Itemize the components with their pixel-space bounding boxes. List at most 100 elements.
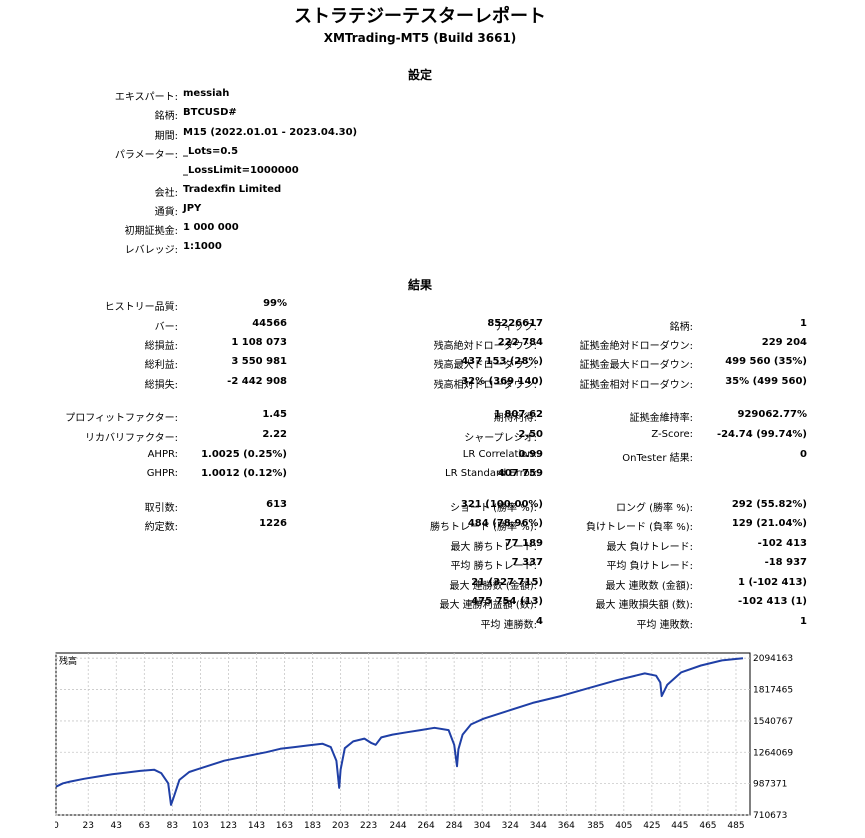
result-label: 最大 連勝利益額 (数): bbox=[439, 600, 537, 611]
settings-row: 初期証拠金: 1 000 000 bbox=[0, 222, 865, 238]
result-label: 最大 勝ちトレード: bbox=[450, 542, 537, 553]
y-tick-label: 987371 bbox=[753, 780, 787, 790]
x-tick-label: 0 bbox=[55, 821, 59, 831]
result-label: 最大 連敗数 (金額): bbox=[605, 581, 693, 592]
result-label: AHPR: bbox=[147, 449, 178, 460]
x-tick-label: 63 bbox=[139, 821, 150, 831]
result-label: 期待利得: bbox=[493, 413, 537, 424]
result-value: -24.74 (99.74%) bbox=[716, 429, 807, 440]
result-label: 残高最大ドローダウン: bbox=[433, 360, 537, 371]
settings-value: 1:1000 bbox=[183, 241, 222, 252]
balance-chart: 2094163 1817465 1540767 1264069 987371 710673… bbox=[53, 652, 849, 832]
result-label: ロング (勝率 %): bbox=[615, 503, 693, 514]
settings-row: レバレッジ: 1:1000 bbox=[0, 241, 865, 257]
x-tick-label: 43 bbox=[111, 821, 122, 831]
results-row: AHPR: 1.0025 (0.25%) LR Correlation: 0.99 On… bbox=[0, 449, 865, 465]
result-label: 負けトレード (負率 %): bbox=[585, 522, 693, 533]
chart-title: 残高 bbox=[59, 655, 77, 667]
result-label: 総損失: bbox=[144, 380, 178, 391]
result-value: 929062.77% bbox=[737, 409, 807, 420]
settings-row: 期間: M15 (2022.01.01 - 2023.04.30) bbox=[0, 127, 865, 143]
x-tick-label: 304 bbox=[474, 821, 491, 831]
result-value: 0.99 bbox=[518, 449, 543, 460]
results-row: 最大 連勝数 (金額): 21 (327 715) 最大 連敗数 (金額): 1 (-… bbox=[0, 577, 865, 593]
result-label: 勝ちトレード (勝率 %): bbox=[429, 522, 537, 533]
result-value: 0 bbox=[800, 449, 807, 460]
report-title: ストラテジーテスターレポート bbox=[294, 6, 546, 27]
result-label: 証拠金絶対ドローダウン: bbox=[579, 341, 693, 352]
result-value: 44566 bbox=[252, 318, 287, 329]
results-row: 総損益: 1 108 073 残高絶対ドローダウン: 222 784 証拠金絶対ドローダ… bbox=[0, 337, 865, 353]
result-value: 85226617 bbox=[487, 318, 543, 329]
result-label: 総利益: bbox=[144, 360, 178, 371]
x-tick-label: 385 bbox=[587, 821, 604, 831]
y-tick-label: 1264069 bbox=[753, 748, 793, 758]
result-value: -18 937 bbox=[764, 557, 807, 568]
x-tick-label: 123 bbox=[220, 821, 237, 831]
settings-value: messiah bbox=[183, 88, 230, 99]
settings-label: 通貨: bbox=[154, 207, 178, 218]
results-heading: 結果 bbox=[407, 278, 432, 292]
settings-label: レバレッジ: bbox=[124, 245, 178, 256]
result-label: 平均 負けトレード: bbox=[606, 561, 693, 572]
result-label: 平均 勝ちトレード: bbox=[450, 561, 537, 572]
result-label: 証拠金最大ドローダウン: bbox=[579, 360, 693, 371]
result-value: 1 bbox=[800, 318, 807, 329]
results-row: 平均 勝ちトレード: 7 337 平均 負けトレード: -18 937 bbox=[0, 557, 865, 573]
settings-label: 初期証拠金: bbox=[124, 226, 178, 237]
y-tick-label: 2094163 bbox=[753, 654, 793, 664]
settings-row: エキスパート: messiah bbox=[0, 88, 865, 104]
settings-row: 会社: Tradexfin Limited bbox=[0, 184, 865, 200]
settings-value: _LossLimit=1000000 bbox=[183, 165, 299, 176]
result-value: 407 759 bbox=[497, 468, 543, 479]
results-row: ヒストリー品質: 99% bbox=[0, 298, 865, 314]
result-value: 1.45 bbox=[262, 409, 287, 420]
results-row: 最大 勝ちトレード: 77 189 最大 負けトレード: -102 413 bbox=[0, 538, 865, 554]
x-tick-label: 183 bbox=[304, 821, 321, 831]
x-tick-label: 203 bbox=[332, 821, 349, 831]
settings-value: 1 000 000 bbox=[183, 222, 239, 233]
x-tick-label: 425 bbox=[643, 821, 660, 831]
x-tick-label: 445 bbox=[671, 821, 688, 831]
result-label: シャープレシオ: bbox=[464, 433, 537, 444]
result-value: 2.22 bbox=[262, 429, 287, 440]
results-row: 最大 連勝利益額 (数): 475 754 (13) 最大 連敗損失額 (数): -1… bbox=[0, 596, 865, 612]
x-tick-label: 364 bbox=[558, 821, 575, 831]
settings-row: パラメーター: _Lots=0.5 bbox=[0, 146, 865, 162]
result-label: ティック: bbox=[494, 322, 537, 333]
result-label: 約定数: bbox=[144, 522, 178, 533]
x-tick-label: 103 bbox=[192, 821, 209, 831]
result-value: 1 bbox=[800, 616, 807, 627]
result-value: 1.0025 (0.25%) bbox=[201, 449, 287, 460]
settings-row: 通貨: JPY bbox=[0, 203, 865, 219]
x-tick-label: 163 bbox=[276, 821, 293, 831]
balance-chart-svg: 2094163 1817465 1540767 1264069 987371 710673… bbox=[53, 652, 793, 831]
result-value: -102 413 bbox=[757, 538, 807, 549]
settings-heading: 設定 bbox=[407, 68, 432, 82]
result-label: 最大 連勝数 (金額): bbox=[449, 581, 537, 592]
result-label: LR Correlation: bbox=[462, 449, 537, 460]
result-value: 4 bbox=[536, 616, 543, 627]
result-label: リカバリファクター: bbox=[85, 433, 178, 444]
plot-area bbox=[55, 652, 751, 816]
result-value: 99% bbox=[263, 298, 287, 309]
result-value: 321 (100.00%) bbox=[460, 499, 543, 510]
y-tick-label: 1817465 bbox=[753, 686, 793, 696]
x-tick-label: 324 bbox=[502, 821, 519, 831]
result-value: 292 (55.82%) bbox=[731, 499, 807, 510]
result-value: 21 (327 715) bbox=[471, 577, 543, 588]
balance-series-line bbox=[55, 657, 744, 806]
result-label: 総損益: bbox=[144, 341, 178, 352]
settings-value: Tradexfin Limited bbox=[183, 184, 282, 195]
results-row: 約定数: 1226 勝ちトレード (勝率 %): 484 (78.96%) 負けトレード… bbox=[0, 518, 865, 534]
result-value: 475 754 (13) bbox=[471, 596, 543, 607]
results-row: 総損失: -2 442 908 残高相対ドローダウン: 32% (369 140) 証拠… bbox=[0, 376, 865, 392]
result-label: 最大 負けトレード: bbox=[606, 542, 693, 553]
result-value: -102 413 (1) bbox=[738, 596, 807, 607]
x-tick-label: 465 bbox=[699, 821, 716, 831]
result-label: OnTester 結果: bbox=[622, 453, 693, 464]
result-value: 32% (369 140) bbox=[461, 376, 543, 387]
result-value: 3 550 981 bbox=[231, 356, 287, 367]
settings-row: _LossLimit=1000000 bbox=[0, 165, 865, 181]
result-value: 2.50 bbox=[518, 429, 543, 440]
